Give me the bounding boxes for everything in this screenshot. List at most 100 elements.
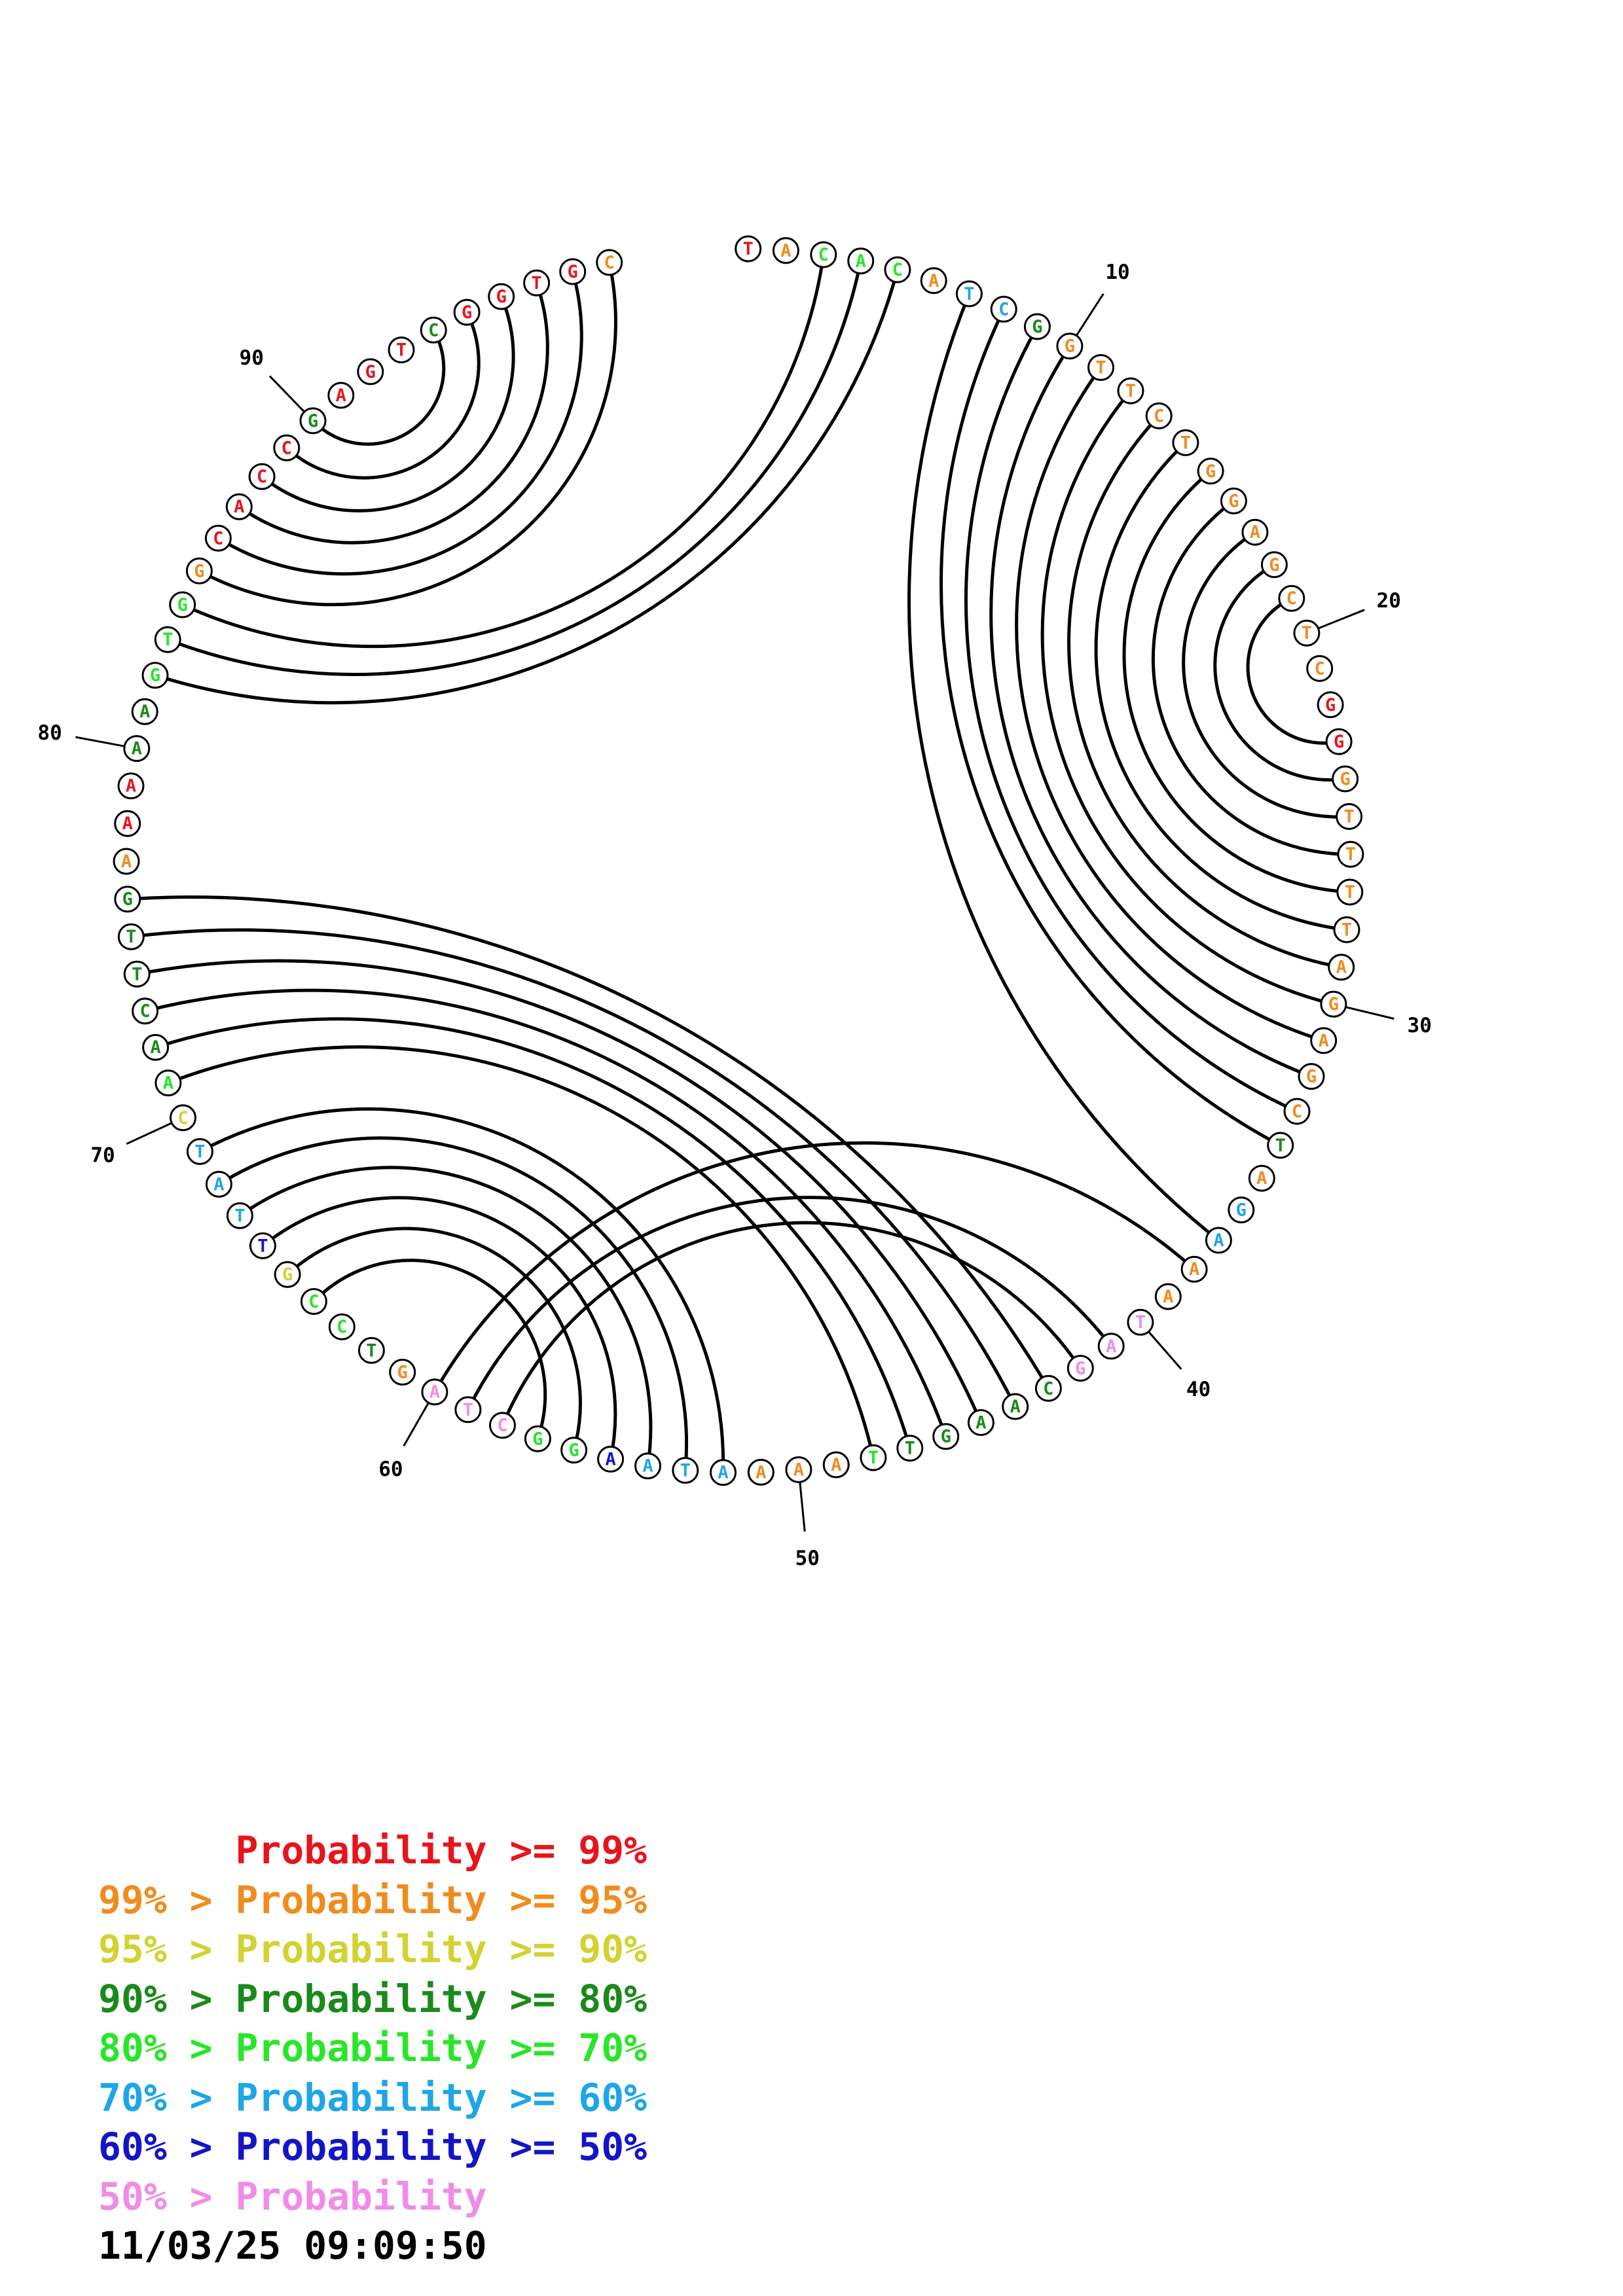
nucleotide: T — [1117, 377, 1144, 404]
nucleotide-letter: G — [1236, 1200, 1247, 1221]
legend-entry: Probability >= 99% — [98, 1828, 647, 1873]
nucleotide-letter: T — [1275, 1136, 1286, 1156]
nucleotide-letter: C — [1292, 1102, 1302, 1122]
nucleotide-circle — [1306, 655, 1334, 682]
nucleotide-letter: C — [213, 528, 223, 548]
nucleotide: C — [132, 997, 159, 1025]
nucleotide-circle — [884, 256, 911, 283]
base-pair-arc — [989, 345, 1312, 1078]
base-pair-arc — [167, 1045, 875, 1458]
position-label: 20 — [1377, 589, 1401, 613]
nucleotide-circle — [357, 1336, 385, 1364]
nucleotide-circle — [454, 1396, 482, 1424]
nucleotide: A — [597, 1445, 625, 1473]
nucleotide: T — [955, 280, 983, 308]
nucleotide: G — [1317, 691, 1344, 719]
nucleotide: A — [772, 237, 799, 264]
position-label: 80 — [37, 721, 62, 745]
nucleotide-circle — [421, 1378, 448, 1406]
nucleotide-letter: C — [892, 260, 903, 280]
nucleotide-letter: G — [150, 666, 160, 686]
position-tick-line — [75, 736, 125, 747]
nucleotide-letter: A — [642, 1456, 653, 1477]
base-pair-arc — [155, 1017, 912, 1449]
nucleotide-circle — [990, 295, 1017, 323]
nucleotide-circle — [1145, 402, 1173, 429]
base-pair-arc — [238, 1166, 653, 1467]
nucleotide-circle — [1172, 429, 1199, 456]
nucleotide-letter: T — [1180, 433, 1191, 453]
nucleotide: G — [1298, 1063, 1325, 1090]
base-pair-arc — [312, 1259, 547, 1440]
nucleotide: G — [932, 1423, 960, 1450]
nucleotide-circle — [248, 463, 276, 490]
nucleotide-letter: G — [1328, 994, 1339, 1014]
base-pair-arc — [964, 325, 1298, 1113]
nucleotide-circle — [560, 1437, 588, 1464]
nucleotide-circle — [299, 407, 327, 435]
nucleotide-circle — [896, 1435, 924, 1462]
legend-entry: 60% > Probability >= 50% — [98, 2125, 647, 2169]
nucleotide-letter: T — [1302, 623, 1312, 643]
nucleotide-circle — [1317, 691, 1344, 719]
nucleotide-letter: A — [831, 1455, 841, 1475]
nucleotide-letter: A — [1163, 1287, 1173, 1307]
nucleotide-circle — [226, 1202, 253, 1229]
nucleotide-letter: A — [163, 1073, 173, 1094]
base-pair-arc — [181, 254, 826, 649]
nucleotide-letter: A — [1010, 1397, 1021, 1417]
nucleotide-circle — [453, 298, 481, 326]
position-label: 60 — [378, 1458, 403, 1481]
nucleotide-letter: G — [1032, 317, 1042, 337]
nucleotide-letter: T — [1125, 381, 1136, 401]
nucleotide-circle — [1278, 584, 1305, 612]
base-pair-arc — [155, 269, 900, 705]
nucleotide: T — [123, 960, 151, 988]
base-pair-arc — [198, 262, 617, 607]
nucleotide: A — [747, 1458, 775, 1486]
nucleotide-circle — [117, 772, 145, 800]
nucleotide-letter: A — [928, 271, 939, 291]
nucleotide-circle — [932, 1423, 960, 1450]
base-pair-arc — [285, 311, 481, 480]
nucleotide-circle — [388, 336, 415, 364]
nucleotide-circle — [710, 1459, 737, 1486]
position-label: 10 — [1105, 260, 1129, 284]
legend-entry: 70% > Probability >= 60% — [98, 2075, 647, 2120]
nucleotide: G — [185, 557, 213, 584]
nucleotide-circle — [1336, 878, 1364, 906]
nucleotide-circle — [822, 1451, 850, 1479]
nucleotide: G — [1067, 1355, 1094, 1382]
nucleotide-letter: A — [126, 776, 136, 797]
nucleotide: C — [300, 1288, 327, 1315]
nucleotide-circle — [1328, 954, 1355, 981]
nucleotide: C — [810, 241, 837, 268]
position-label: 70 — [90, 1144, 115, 1168]
nucleotide-circle — [860, 1444, 887, 1471]
nucleotide-letter: G — [1306, 1067, 1317, 1087]
nucleotide-letter: T — [126, 927, 136, 947]
base-pair-arc — [199, 1107, 725, 1473]
position-label: 50 — [795, 1547, 820, 1570]
nucleotide-circle — [141, 662, 169, 689]
nucleotide: C — [273, 434, 301, 461]
nucleotide-letter: A — [793, 1460, 804, 1480]
nucleotide-circle — [1205, 1227, 1232, 1254]
nucleotide: G — [1197, 457, 1224, 485]
position-tick-line — [268, 375, 305, 413]
nucleotide-circle — [1117, 377, 1144, 404]
nucleotide-circle — [920, 267, 947, 295]
nucleotide-letter: G — [365, 362, 376, 382]
nucleotide-circle — [132, 997, 159, 1025]
base-pair-arc — [1015, 367, 1324, 1043]
nucleotide: G — [299, 407, 327, 435]
nucleotide-letter: A — [336, 386, 346, 406]
nucleotide-letter: T — [234, 1206, 245, 1226]
base-pair-arc — [312, 329, 446, 446]
nucleotide-circle — [524, 1425, 551, 1452]
nucleotide-letter: A — [213, 1174, 224, 1194]
nucleotide: A — [847, 247, 875, 275]
nucleotide: T — [735, 235, 762, 262]
nucleotide: A — [1310, 1027, 1338, 1054]
nucleotide: T — [1087, 354, 1114, 381]
